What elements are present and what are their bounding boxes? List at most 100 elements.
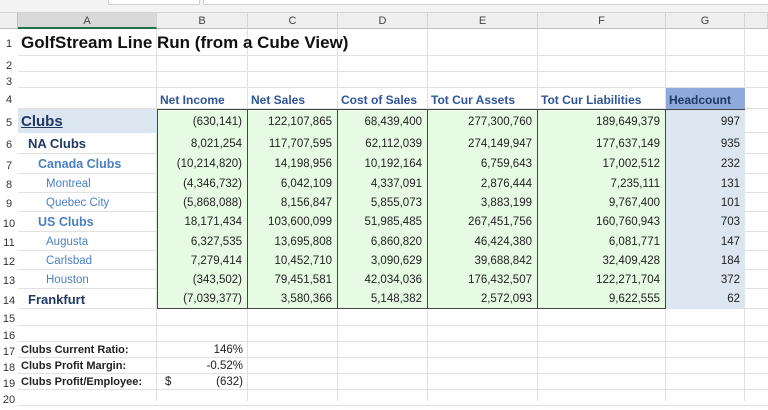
data-cell[interactable]: 2,572,093 [428, 289, 538, 309]
data-cell[interactable]: 3,883,199 [428, 193, 538, 212]
data-cell[interactable]: 4,337,091 [338, 174, 428, 193]
data-cell[interactable]: 17,002,512 [538, 154, 666, 174]
row-header-2[interactable]: 2 [5, 60, 13, 72]
row-header-4[interactable]: 4 [5, 94, 13, 106]
data-cell[interactable]: 79,451,581 [248, 270, 338, 289]
data-cell[interactable]: (343,502) [157, 270, 248, 289]
data-cell[interactable]: 7,235,111 [538, 174, 666, 193]
data-cell[interactable]: 8,021,254 [157, 133, 248, 154]
data-cell[interactable]: 46,424,380 [428, 232, 538, 251]
data-cell[interactable]: 122,271,704 [538, 270, 666, 289]
name-box[interactable] [108, 0, 200, 5]
row-header-17[interactable]: 17 [2, 346, 16, 358]
column-label: Cost of Sales [341, 93, 418, 107]
data-cell[interactable]: (5,868,088) [157, 193, 248, 212]
data-cell[interactable]: 10,192,164 [338, 154, 428, 174]
data-cell[interactable]: 62,112,039 [338, 133, 428, 154]
data-cell[interactable]: 10,452,710 [248, 251, 338, 270]
column-label: Tot Cur Assets [431, 93, 516, 107]
currency-symbol: $ [165, 376, 172, 388]
data-cell[interactable]: 18,171,434 [157, 212, 248, 232]
data-cell[interactable]: 62 [666, 289, 745, 309]
data-cell[interactable]: 267,451,756 [428, 212, 538, 232]
data-cell[interactable]: 160,760,943 [538, 212, 666, 232]
gridline [18, 357, 768, 358]
data-cell[interactable]: 176,432,507 [428, 270, 538, 289]
row-header-1[interactable]: 1 [5, 38, 13, 50]
data-cell[interactable]: 32,409,428 [538, 251, 666, 270]
data-cell[interactable]: 3,580,366 [248, 289, 338, 309]
data-cell[interactable]: 5,855,073 [338, 193, 428, 212]
row-header-20[interactable]: 20 [2, 394, 16, 406]
data-cell[interactable]: 177,637,149 [538, 133, 666, 154]
data-cell[interactable]: 935 [666, 133, 745, 154]
data-cell[interactable]: 274,149,947 [428, 133, 538, 154]
data-cell[interactable]: 8,156,847 [248, 193, 338, 212]
data-cell[interactable]: 9,622,555 [538, 289, 666, 309]
column-header-B[interactable]: B [157, 13, 248, 29]
data-cell[interactable]: 2,876,444 [428, 174, 538, 193]
column-header-G[interactable]: G [666, 13, 745, 29]
row-header-16[interactable]: 16 [2, 330, 16, 342]
data-cell[interactable]: 232 [666, 154, 745, 174]
column-header-D[interactable]: D [338, 13, 428, 29]
row-header-9[interactable]: 9 [5, 198, 13, 210]
column-header-F[interactable]: F [538, 13, 666, 29]
row-header-15[interactable]: 15 [2, 313, 16, 325]
row-header-8[interactable]: 8 [5, 179, 13, 191]
row-header-11[interactable]: 11 [3, 237, 15, 249]
row-header-18[interactable]: 18 [2, 362, 16, 374]
summary-value[interactable]: -0.52% [206, 360, 243, 372]
row-header-19[interactable]: 19 [2, 378, 16, 390]
data-cell[interactable]: 6,042,109 [248, 174, 338, 193]
data-cell[interactable]: 13,695,808 [248, 232, 338, 251]
data-cell[interactable]: 3,090,629 [338, 251, 428, 270]
row-header-6[interactable]: 6 [5, 139, 13, 151]
data-cell[interactable]: 122,107,865 [248, 109, 338, 133]
data-cell[interactable]: 6,860,820 [338, 232, 428, 251]
data-cell[interactable]: 39,688,842 [428, 251, 538, 270]
data-cell[interactable]: 14,198,956 [248, 154, 338, 174]
data-cell[interactable]: 6,759,643 [428, 154, 538, 174]
data-cell[interactable]: 103,600,099 [248, 212, 338, 232]
summary-value[interactable]: (632) [216, 376, 243, 388]
formula-input[interactable] [203, 0, 768, 5]
data-cell[interactable]: 51,985,485 [338, 212, 428, 232]
data-cell[interactable]: 131 [666, 174, 745, 193]
data-cell[interactable]: 101 [666, 193, 745, 212]
data-cell[interactable]: (7,039,377) [157, 289, 248, 309]
row-header-12[interactable]: 12 [2, 256, 16, 268]
select-all-button[interactable] [0, 13, 18, 29]
gridline [18, 71, 768, 72]
data-cell[interactable]: (10,214,820) [157, 154, 248, 174]
gridline [18, 108, 768, 109]
row-header-10[interactable]: 10 [2, 218, 16, 230]
data-cell[interactable]: 117,707,595 [248, 133, 338, 154]
data-cell[interactable]: 997 [666, 109, 745, 133]
data-cell[interactable]: 184 [666, 251, 745, 270]
data-cell[interactable]: 9,767,400 [538, 193, 666, 212]
data-cell[interactable]: 703 [666, 212, 745, 232]
data-cell[interactable]: 372 [666, 270, 745, 289]
column-header-C[interactable]: C [248, 13, 338, 29]
row-header-3[interactable]: 3 [5, 76, 13, 88]
data-cell[interactable]: 6,081,771 [538, 232, 666, 251]
summary-value[interactable]: 146% [213, 344, 243, 356]
data-cell[interactable]: 7,279,414 [157, 251, 248, 270]
data-cell[interactable]: 68,439,400 [338, 109, 428, 133]
row-header-5[interactable]: 5 [5, 117, 13, 129]
data-cell[interactable]: 42,034,036 [338, 270, 428, 289]
row-header-7[interactable]: 7 [5, 160, 13, 172]
data-cell[interactable]: 189,649,379 [538, 109, 666, 133]
row-header-13[interactable]: 13 [2, 275, 16, 287]
column-header-E[interactable]: E [428, 13, 538, 29]
data-cell[interactable]: 277,300,760 [428, 109, 538, 133]
data-cell[interactable]: 147 [666, 232, 745, 251]
row-header-14[interactable]: 14 [2, 295, 16, 307]
data-cell[interactable]: (4,346,732) [157, 174, 248, 193]
data-cell[interactable]: 6,327,535 [157, 232, 248, 251]
data-cell[interactable]: 5,148,382 [338, 289, 428, 309]
row-label-us-clubs: US Clubs [38, 215, 94, 229]
column-header-A[interactable]: A [18, 13, 157, 29]
data-cell[interactable]: (630,141) [157, 109, 248, 133]
